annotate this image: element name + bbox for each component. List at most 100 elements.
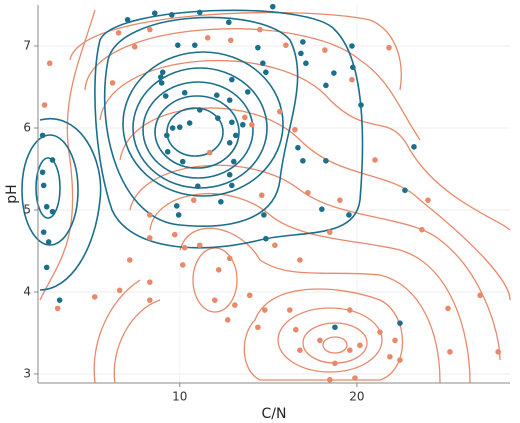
point — [292, 126, 298, 133]
point — [255, 44, 261, 51]
point — [349, 43, 355, 49]
point — [249, 121, 255, 128]
point — [286, 307, 293, 313]
point — [226, 139, 233, 146]
point — [40, 229, 47, 235]
point — [350, 64, 356, 71]
point — [298, 50, 304, 57]
point — [46, 60, 53, 67]
y-tick-label: 6 — [23, 120, 31, 134]
y-tick-label: 7 — [23, 38, 31, 52]
point — [349, 76, 355, 83]
point — [146, 212, 153, 218]
point — [445, 305, 451, 312]
point — [195, 183, 201, 190]
point — [392, 337, 398, 344]
point — [327, 376, 333, 383]
point — [204, 34, 211, 41]
point — [171, 231, 178, 238]
point — [337, 197, 343, 203]
point — [323, 82, 329, 89]
point — [327, 229, 333, 235]
point — [215, 115, 221, 121]
point — [269, 3, 276, 10]
point — [240, 121, 246, 128]
point — [447, 349, 453, 355]
point — [146, 26, 153, 33]
point — [387, 353, 393, 360]
point — [186, 120, 193, 126]
point — [174, 42, 181, 48]
point — [224, 317, 231, 323]
point — [232, 302, 238, 308]
point — [212, 297, 218, 303]
point — [229, 76, 235, 83]
point — [477, 292, 483, 299]
point — [175, 212, 182, 218]
point — [56, 297, 63, 303]
point — [157, 74, 164, 80]
point — [352, 375, 358, 381]
point — [229, 119, 235, 126]
x-tick-label: 20 — [349, 390, 364, 404]
point — [169, 125, 176, 131]
point — [241, 114, 248, 121]
point — [146, 297, 153, 303]
point — [372, 157, 378, 163]
point — [213, 92, 220, 98]
x-axis-title: C/N — [262, 406, 287, 422]
point — [168, 12, 175, 18]
point — [300, 157, 306, 164]
point — [331, 70, 337, 76]
point — [261, 307, 268, 313]
point — [54, 305, 61, 312]
point — [196, 107, 203, 113]
point — [263, 235, 269, 242]
point — [263, 69, 269, 76]
point — [41, 102, 48, 108]
point — [323, 157, 329, 164]
point — [158, 80, 165, 86]
point — [226, 19, 232, 26]
point — [115, 30, 122, 36]
point — [116, 287, 123, 294]
point — [43, 264, 50, 271]
point — [397, 320, 403, 326]
point — [397, 357, 403, 363]
point — [332, 324, 338, 331]
point — [215, 267, 222, 273]
point — [176, 124, 183, 130]
point — [131, 44, 138, 50]
point — [39, 169, 46, 176]
point — [45, 239, 52, 245]
point — [49, 157, 56, 163]
point — [126, 257, 133, 263]
point — [192, 42, 198, 48]
point — [292, 326, 299, 333]
point — [181, 244, 188, 251]
point — [40, 182, 47, 189]
point — [162, 93, 169, 99]
point — [260, 60, 266, 67]
y-axis-title: pH — [4, 184, 20, 203]
point — [43, 203, 50, 210]
point — [419, 226, 425, 233]
point — [179, 262, 186, 268]
point — [49, 208, 56, 215]
point — [151, 10, 158, 16]
point — [297, 347, 303, 354]
point — [386, 44, 392, 51]
point — [164, 132, 170, 139]
point — [227, 37, 234, 44]
point — [258, 192, 265, 199]
point — [226, 171, 233, 178]
point — [244, 89, 251, 95]
point — [277, 108, 283, 115]
x-tick-label: 10 — [172, 390, 187, 404]
point — [297, 257, 303, 263]
point — [226, 255, 233, 262]
point — [226, 97, 233, 103]
point — [283, 42, 289, 48]
y-tick-label: 4 — [23, 284, 31, 298]
